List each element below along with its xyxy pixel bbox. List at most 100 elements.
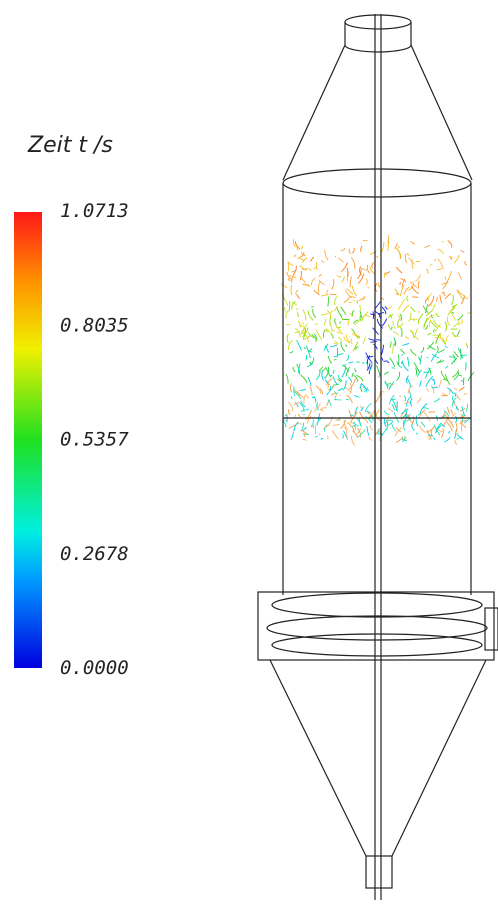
track	[384, 372, 389, 375]
track	[295, 241, 300, 249]
track	[347, 423, 354, 432]
track	[461, 320, 462, 323]
track	[411, 349, 417, 356]
track	[352, 373, 354, 377]
track	[313, 420, 314, 428]
track	[433, 438, 435, 440]
track	[316, 330, 322, 340]
track	[455, 429, 457, 439]
particle-tracks	[281, 235, 474, 445]
track	[410, 282, 412, 283]
track	[349, 249, 351, 254]
track	[340, 307, 345, 315]
track	[448, 271, 452, 281]
track	[386, 272, 390, 274]
track	[388, 409, 393, 413]
page: Zeit t /s 1.07130.80350.53570.26780.0000…	[0, 0, 498, 904]
track	[324, 319, 326, 326]
track	[457, 330, 460, 336]
track	[320, 280, 325, 285]
track	[386, 246, 387, 247]
track	[460, 349, 461, 360]
track	[344, 420, 348, 430]
track	[389, 324, 390, 329]
track	[315, 323, 318, 325]
track	[392, 423, 396, 431]
track	[442, 283, 449, 285]
track	[436, 297, 437, 301]
track	[346, 399, 350, 400]
track	[370, 314, 375, 316]
track	[451, 410, 452, 415]
track	[459, 323, 462, 326]
track	[449, 310, 455, 320]
track	[288, 279, 290, 281]
track	[428, 294, 432, 302]
track	[446, 335, 448, 341]
track	[331, 311, 333, 314]
track	[365, 403, 371, 412]
track	[296, 308, 298, 309]
track	[409, 313, 411, 322]
track	[407, 397, 411, 407]
track	[347, 355, 349, 361]
track	[288, 340, 292, 350]
track	[284, 307, 286, 311]
track	[294, 386, 295, 396]
track	[376, 256, 378, 257]
track	[402, 343, 409, 345]
track	[291, 396, 292, 399]
track	[393, 344, 394, 354]
track	[345, 345, 347, 347]
track	[304, 433, 306, 436]
track	[301, 246, 302, 249]
track	[334, 377, 338, 385]
track	[356, 346, 359, 349]
track	[461, 380, 462, 382]
track	[437, 268, 442, 270]
track	[294, 422, 298, 432]
track	[427, 357, 428, 358]
track	[466, 343, 468, 348]
track	[289, 262, 294, 266]
track	[306, 409, 309, 410]
track	[398, 315, 401, 319]
track	[393, 332, 399, 336]
track	[404, 396, 406, 402]
track	[392, 404, 395, 411]
track	[455, 440, 457, 445]
track	[360, 406, 362, 410]
track	[371, 341, 377, 342]
track	[303, 310, 306, 321]
track	[466, 404, 467, 412]
track	[415, 275, 420, 282]
track	[338, 258, 343, 262]
track	[314, 396, 316, 402]
track	[426, 368, 431, 379]
tick-label: 0.0000	[60, 657, 129, 679]
track	[417, 398, 422, 404]
track	[447, 316, 450, 326]
track	[357, 300, 358, 303]
track	[449, 357, 455, 358]
track	[454, 393, 456, 396]
track	[431, 322, 437, 328]
track	[290, 383, 291, 392]
track	[382, 358, 383, 361]
track	[321, 438, 323, 440]
track	[309, 356, 311, 358]
track	[376, 302, 381, 308]
tick-label: 0.5357	[60, 429, 129, 451]
track	[404, 287, 409, 294]
track	[440, 295, 442, 304]
track	[332, 279, 334, 289]
track	[321, 314, 328, 316]
track	[330, 294, 337, 295]
track	[303, 434, 310, 435]
track	[286, 374, 288, 384]
track	[396, 436, 403, 442]
track	[361, 383, 362, 392]
track	[332, 431, 339, 440]
track	[360, 305, 361, 310]
track	[454, 255, 459, 263]
